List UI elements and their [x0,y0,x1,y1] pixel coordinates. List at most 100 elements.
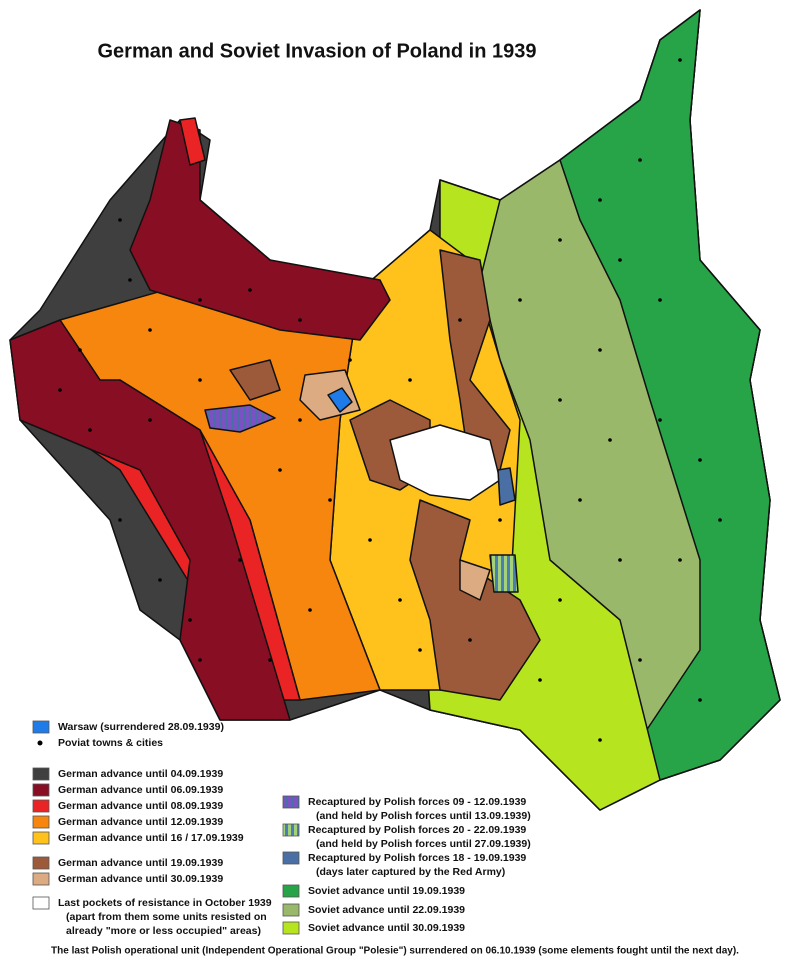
region [9,319,291,721]
legend-label: German advance until 16 / 17.09.1939 [58,832,244,844]
region [327,387,353,413]
town-dot [368,538,372,542]
town-dot [658,298,662,302]
town-dot [78,348,82,352]
region [459,559,491,601]
town-dot [398,598,402,602]
town-dot [678,58,682,62]
town-dot [198,658,202,662]
town-dot [538,678,542,682]
legend-label: (apart from them some units resisted on [66,911,267,923]
region [497,467,516,506]
town-dot [158,578,162,582]
town-dot [558,398,562,402]
legend-swatch [32,896,50,910]
legend-label: Recaptured by Polish forces 20 - 22.09.1… [308,824,526,836]
legend-dot [37,740,43,746]
legend-swatch [282,903,300,917]
town-dot [198,378,202,382]
legend-swatch [282,823,300,837]
town-dot [268,658,272,662]
town-dot [578,498,582,502]
region [204,404,276,433]
legend-label: Poviat towns & cities [58,737,163,749]
region [179,117,206,166]
legend-swatch [282,884,300,898]
town-dot [298,318,302,322]
legend-label: Soviet advance until 30.09.1939 [308,922,465,934]
map-title: German and Soviet Invasion of Poland in … [97,40,536,62]
town-dot [468,638,472,642]
town-dot [558,598,562,602]
legend-swatch [32,720,50,734]
town-dot [638,158,642,162]
town-dot [248,288,252,292]
legend-label: Soviet advance until 19.09.1939 [308,885,465,897]
town-dot [148,328,152,332]
town-dot [618,558,622,562]
region [439,249,511,471]
map [9,9,781,811]
legend-label: German advance until 08.09.1939 [58,800,223,812]
legend-label: German advance until 12.09.1939 [58,816,223,828]
town-dot [598,738,602,742]
town-dot [698,698,702,702]
town-dot [328,498,332,502]
legend-label: German advance until 30.09.1939 [58,873,223,885]
legend-swatch [282,921,300,935]
region [559,9,781,781]
legend-label: already "more or less occupied" areas) [66,925,261,937]
legend-label: German advance until 04.09.1939 [58,768,223,780]
town-dot [698,458,702,462]
legend-label: German advance until 19.09.1939 [58,857,223,869]
region [489,554,519,593]
legend-swatch [32,815,50,829]
legend-label: Recaptured by Polish forces 09 - 12.09.1… [308,796,526,808]
legend-swatch [32,783,50,797]
town-dot [518,298,522,302]
footer-note: The last Polish operational unit (Indepe… [51,946,739,957]
legend-label: German advance until 06.09.1939 [58,784,223,796]
legend-label: (and held by Polish forces until 13.09.1… [316,810,531,822]
region [129,119,391,341]
town-dot [58,388,62,392]
legend-label: Warsaw (surrendered 28.09.1939) [58,721,224,733]
region [409,499,541,701]
legend-label: Last pockets of resistance in October 19… [58,897,272,909]
town-dot [558,238,562,242]
town-dot [618,258,622,262]
town-dot [188,618,192,622]
town-dot [498,518,502,522]
legend-swatch [282,851,300,865]
legend-swatch [32,831,50,845]
town-dot [308,608,312,612]
town-dot [598,348,602,352]
legend-swatch [32,767,50,781]
town-dot [148,418,152,422]
town-dot [678,558,682,562]
town-dot [278,468,282,472]
town-dot [458,318,462,322]
town-dot [128,278,132,282]
legend-swatch [282,795,300,809]
town-dot [418,648,422,652]
town-dot [118,218,122,222]
town-dot [348,358,352,362]
town-dot [408,378,412,382]
town-dot [88,428,92,432]
legend-swatch [32,872,50,886]
region [229,359,281,401]
town-dot [198,298,202,302]
legend-swatch [32,856,50,870]
region [389,424,501,501]
town-dot [608,438,612,442]
legend-swatch [32,799,50,813]
town-dot [298,418,302,422]
legend: Warsaw (surrendered 28.09.1939) Poviat to… [32,720,531,937]
town-dot [238,558,242,562]
town-dot [118,518,122,522]
town-dot [658,418,662,422]
town-dot [718,518,722,522]
legend-label: (days later captured by the Red Army) [316,866,505,878]
